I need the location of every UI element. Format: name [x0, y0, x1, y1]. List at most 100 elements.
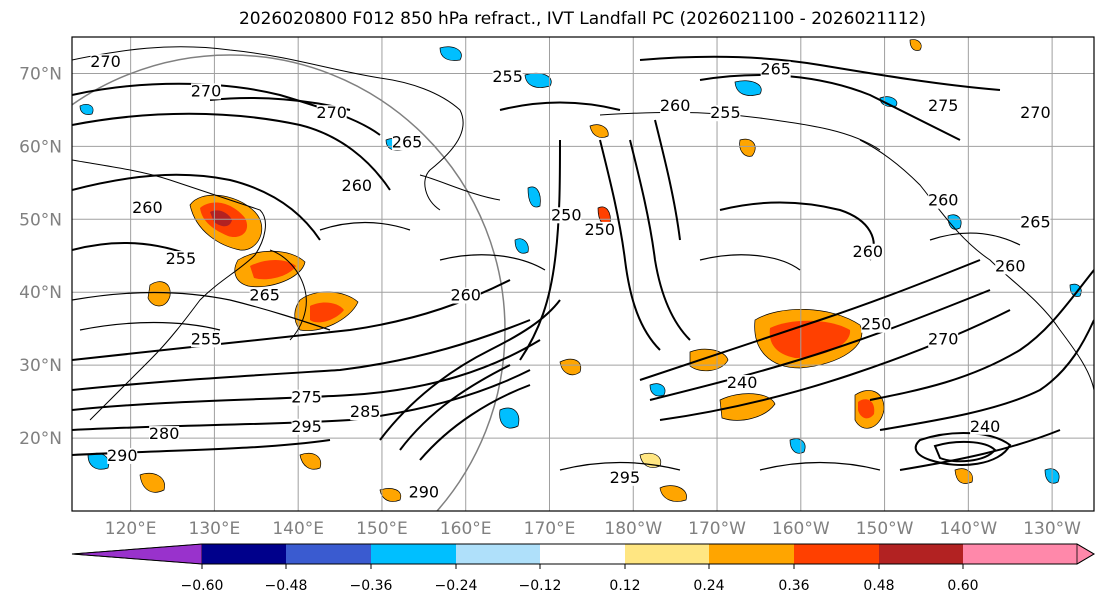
map-title: 2026020800 F012 850 hPa refract., IVT La…	[238, 9, 926, 29]
contour-label-bg	[710, 105, 741, 122]
contour-label-bg	[107, 447, 138, 464]
colorbar-segment	[540, 544, 625, 564]
contour-label: 240	[970, 417, 1001, 436]
contour-label: 260	[342, 176, 373, 195]
colorbar-tick-label: 0.36	[778, 578, 809, 594]
lon-label: 170°E	[524, 519, 576, 539]
contour-label-bg	[165, 251, 196, 268]
contour-label-bg	[970, 418, 1001, 435]
lon-label: 130°E	[189, 519, 241, 539]
contour-label: 250	[861, 315, 892, 334]
contour-label-bg	[760, 61, 791, 78]
lon-label: 120°E	[105, 519, 157, 539]
lon-label: 140°W	[939, 519, 997, 539]
contour-label: 260	[660, 96, 691, 115]
contour-label: 295	[610, 468, 641, 487]
contour-label-bg	[928, 331, 959, 348]
contour-label-bg	[249, 287, 280, 304]
contour-label: 270	[316, 103, 347, 122]
lon-label: 150°E	[356, 519, 408, 539]
contour-label-bg	[291, 389, 322, 406]
contour-label: 290	[409, 482, 440, 501]
contour-label: 270	[191, 81, 222, 100]
colorbar: −0.60 −0.48 −0.36 −0.24 −0.12 0.12 0.24 0.36 0.4…	[71, 543, 1095, 594]
contour-label: 270	[90, 52, 121, 71]
lat-label: 60°N	[19, 137, 62, 157]
contour-label: 295	[291, 417, 322, 436]
contour-label: 265	[760, 59, 791, 78]
colorbar-tick-label: −0.36	[350, 578, 393, 594]
contour-label: 285	[350, 402, 381, 421]
contour-label: 250	[584, 220, 615, 239]
contour-label-bg	[90, 54, 121, 71]
contour-label-bg	[316, 105, 347, 122]
lat-label: 70°N	[19, 64, 62, 84]
contour-label-bg	[191, 331, 222, 348]
lat-label: 20°N	[19, 429, 62, 449]
lon-label: 140°E	[272, 519, 324, 539]
colorbar-tick-label: −0.12	[519, 578, 562, 594]
colorbar-segment	[794, 544, 879, 564]
colorbar-segment	[286, 544, 371, 564]
contour-label-bg	[450, 287, 481, 304]
contour-label: 255	[492, 67, 523, 86]
colorbar-tick-label: −0.48	[265, 578, 308, 594]
lon-label: 160°W	[772, 519, 830, 539]
shaded-anomaly-layer	[79, 39, 1082, 502]
contour-label-bg	[928, 97, 959, 114]
contour-label: 290	[107, 446, 138, 465]
contour-label-bg	[660, 97, 691, 114]
contour-labels: 270 270 270 255 265 260 255 275 270 265 260 260 255 2…	[90, 52, 1050, 501]
colorbar-tick-label: −0.24	[435, 578, 478, 594]
contour-label: 255	[710, 103, 741, 122]
contour-label: 250	[551, 205, 582, 224]
contour-label-bg	[861, 316, 892, 333]
contour-label-bg	[1020, 214, 1051, 231]
colorbar-tick-label: −0.60	[181, 578, 224, 594]
contour-label: 240	[727, 373, 758, 392]
contour-label-bg	[392, 134, 423, 151]
contour-label: 260	[853, 242, 884, 261]
colorbar-segment	[709, 544, 794, 564]
contour-label-bg	[341, 178, 372, 195]
colorbar-segment	[963, 544, 1077, 564]
lon-label: 170°W	[688, 519, 746, 539]
contour-label: 260	[995, 256, 1026, 275]
contour-label-bg	[584, 221, 615, 238]
contour-label-bg	[132, 200, 163, 217]
colorbar-tick-label: 0.60	[947, 578, 978, 594]
contour-label: 260	[450, 286, 481, 305]
contour-label: 270	[1020, 103, 1051, 122]
contour-label: 255	[191, 329, 222, 348]
contour-label-bg	[492, 68, 523, 85]
colorbar-tick-label: 0.24	[693, 578, 724, 594]
contour-label: 265	[1020, 213, 1051, 232]
contour-label: 260	[132, 198, 163, 217]
contour-label-bg	[149, 426, 180, 443]
lat-label: 40°N	[19, 283, 62, 303]
colorbar-extend-max	[1076, 543, 1095, 565]
lat-label: 50°N	[19, 210, 62, 230]
longitude-labels: 120°E 130°E 140°E 150°E 160°E 170°E 180°W 170°W…	[105, 519, 1081, 539]
lon-label: 130°W	[1023, 519, 1081, 539]
map-plot-area: 270 270 270 255 265 260 255 275 270 265 260 260 255 2…	[72, 37, 1094, 511]
contour-label: 265	[392, 132, 423, 151]
colorbar-segment	[456, 544, 540, 564]
map-gridlines	[72, 37, 1094, 511]
lon-label: 160°E	[440, 519, 492, 539]
lon-label: 150°W	[856, 519, 914, 539]
contour-label: 260	[928, 191, 959, 210]
contour-label-bg	[928, 192, 959, 209]
lat-label: 30°N	[19, 356, 62, 376]
colorbar-segment	[371, 544, 456, 564]
lon-label: 180°W	[604, 519, 662, 539]
refractivity-contours	[72, 55, 1094, 471]
contour-label: 280	[149, 424, 180, 443]
contour-label-bg	[291, 418, 322, 435]
contour-label-bg	[852, 243, 883, 260]
colorbar-extend-min	[71, 543, 203, 565]
contour-label: 270	[928, 329, 959, 348]
colorbar-tick-label: 0.48	[863, 578, 894, 594]
contour-label-bg	[995, 258, 1026, 275]
